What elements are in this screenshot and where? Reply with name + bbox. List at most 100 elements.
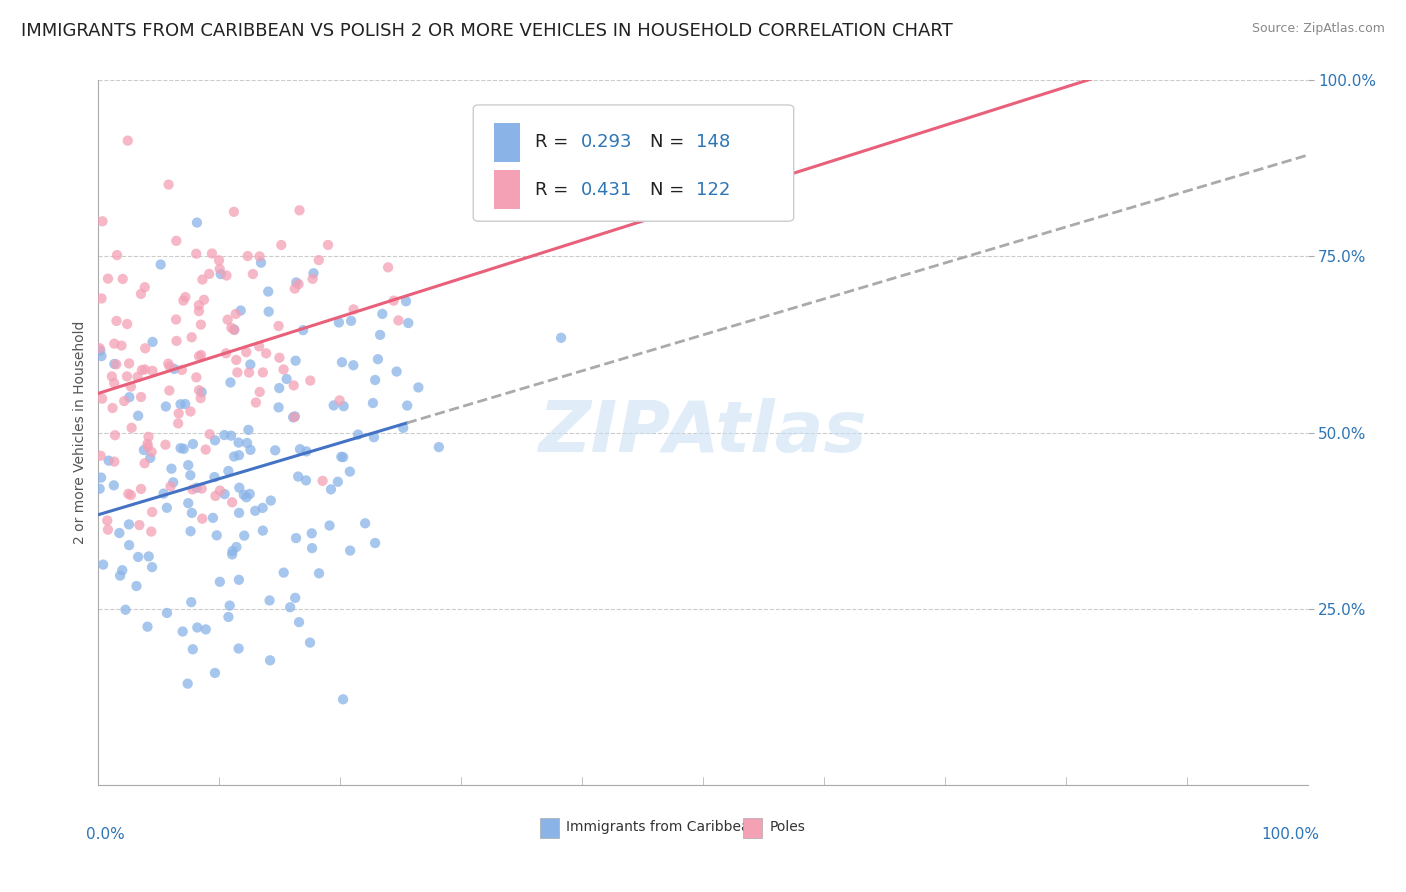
Point xyxy=(236,436,259,450)
Point xyxy=(208,253,231,268)
Point xyxy=(91,214,114,228)
Point xyxy=(190,318,212,332)
Point xyxy=(134,280,156,294)
Point xyxy=(218,599,240,613)
Point xyxy=(364,373,387,387)
Point xyxy=(239,442,262,457)
Point xyxy=(108,526,131,541)
Point xyxy=(103,455,125,469)
Point xyxy=(221,495,243,509)
Point xyxy=(239,487,262,501)
Point xyxy=(163,362,186,376)
Point xyxy=(141,524,163,539)
Point xyxy=(117,134,139,148)
Point xyxy=(111,272,134,286)
Point xyxy=(181,642,204,657)
FancyBboxPatch shape xyxy=(540,818,560,838)
Text: ZIPAtlas: ZIPAtlas xyxy=(538,398,868,467)
Point xyxy=(170,363,193,377)
Text: R =: R = xyxy=(534,180,574,199)
Point xyxy=(201,511,224,525)
Point xyxy=(127,370,149,384)
Point xyxy=(105,248,128,262)
Point xyxy=(141,445,163,459)
Point xyxy=(191,272,214,286)
Point xyxy=(162,475,184,490)
Point xyxy=(342,358,364,372)
Point xyxy=(259,593,281,607)
Point xyxy=(118,517,141,532)
Point xyxy=(260,493,283,508)
Point xyxy=(169,397,191,411)
Point xyxy=(273,566,295,580)
Point xyxy=(136,440,159,454)
Point xyxy=(283,378,305,392)
Point xyxy=(138,549,160,564)
Point xyxy=(118,538,141,552)
Point xyxy=(214,428,236,442)
Point xyxy=(96,514,118,528)
Point xyxy=(214,487,236,501)
Point xyxy=(125,579,148,593)
Point xyxy=(363,430,385,444)
Point xyxy=(292,323,315,337)
Point xyxy=(91,558,114,572)
Point xyxy=(215,346,238,360)
Point xyxy=(173,442,195,456)
Point xyxy=(141,560,163,574)
Point xyxy=(242,267,264,281)
Point xyxy=(166,334,188,348)
Point xyxy=(89,343,111,358)
Point xyxy=(177,458,200,472)
Point xyxy=(165,234,187,248)
Point xyxy=(257,304,280,318)
Text: R =: R = xyxy=(534,133,574,152)
Point xyxy=(208,261,231,276)
Point xyxy=(247,339,270,353)
Point xyxy=(174,397,197,411)
Y-axis label: 2 or more Vehicles in Household: 2 or more Vehicles in Household xyxy=(73,321,87,544)
Point xyxy=(225,540,247,554)
Point xyxy=(149,258,172,272)
Point xyxy=(302,266,325,280)
Point xyxy=(169,441,191,455)
Point xyxy=(114,603,136,617)
Point xyxy=(224,450,246,464)
Point xyxy=(190,348,212,362)
Point xyxy=(194,442,217,457)
Point xyxy=(188,349,211,363)
Point xyxy=(120,379,142,393)
Point xyxy=(217,312,239,326)
Point xyxy=(97,453,120,467)
Point xyxy=(301,272,323,286)
Point xyxy=(105,357,128,371)
Point xyxy=(157,178,180,192)
Point xyxy=(224,322,246,336)
Point xyxy=(180,330,202,344)
Point xyxy=(129,287,152,301)
Point xyxy=(322,399,344,413)
Point xyxy=(127,409,149,423)
Text: Source: ZipAtlas.com: Source: ZipAtlas.com xyxy=(1251,22,1385,36)
Point xyxy=(228,448,250,462)
Point xyxy=(97,271,120,285)
Point xyxy=(204,434,226,448)
Point xyxy=(245,395,267,409)
Point xyxy=(340,314,363,328)
Point xyxy=(342,302,364,317)
Text: 0.431: 0.431 xyxy=(581,180,633,199)
Point xyxy=(104,428,127,442)
Point xyxy=(329,393,352,408)
Point xyxy=(190,482,212,496)
Point xyxy=(252,524,274,538)
Point xyxy=(285,531,308,545)
Point xyxy=(193,293,215,307)
Point xyxy=(205,528,228,542)
Text: 0.0%: 0.0% xyxy=(86,827,125,842)
Point xyxy=(269,381,291,395)
Point xyxy=(160,461,183,475)
Point xyxy=(228,573,250,587)
Point xyxy=(217,610,239,624)
Text: 148: 148 xyxy=(696,133,730,152)
Point xyxy=(121,421,143,435)
